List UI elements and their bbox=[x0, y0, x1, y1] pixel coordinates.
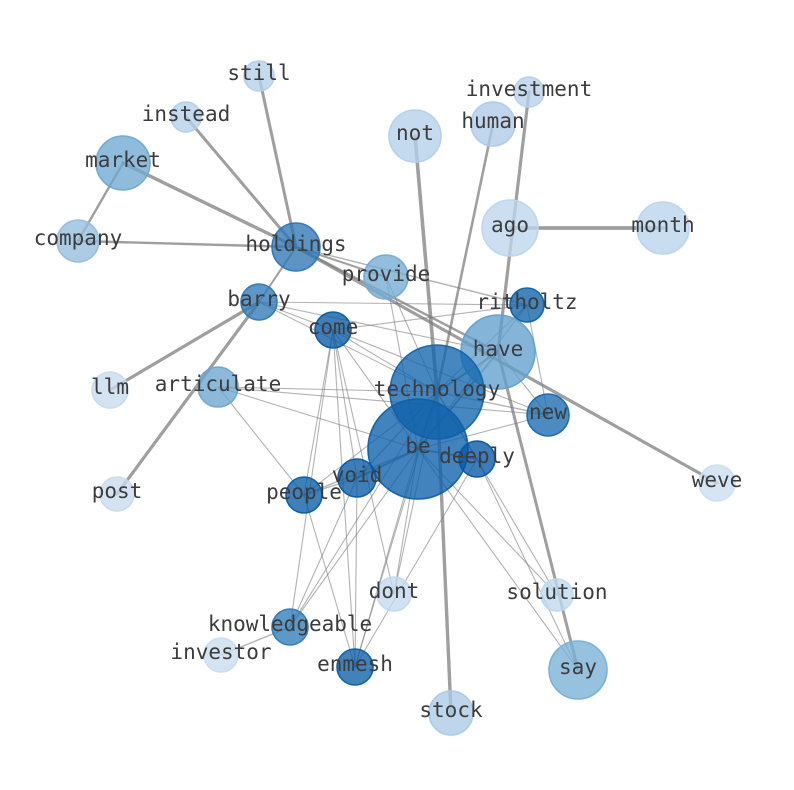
node-market bbox=[95, 135, 151, 191]
edge-barry-have bbox=[258, 301, 499, 353]
node-say bbox=[548, 640, 608, 700]
node-investment bbox=[513, 76, 545, 108]
edge-still-holdings bbox=[257, 74, 298, 249]
node-instead bbox=[170, 101, 202, 133]
node-come bbox=[314, 311, 352, 349]
node-people bbox=[285, 476, 323, 514]
node-post bbox=[99, 476, 135, 512]
node-month bbox=[636, 201, 690, 255]
node-be bbox=[367, 398, 469, 500]
edge-articulate-new bbox=[217, 386, 549, 416]
node-deeply bbox=[458, 440, 496, 478]
edge-instead-holdings bbox=[184, 115, 298, 249]
node-weve bbox=[698, 464, 736, 502]
node-not bbox=[388, 109, 442, 163]
node-knowledgeable bbox=[271, 608, 309, 646]
edge-llm-barry bbox=[108, 300, 261, 392]
edge-articulate-people bbox=[217, 386, 305, 496]
node-enmesh bbox=[336, 648, 374, 686]
node-llm bbox=[91, 371, 129, 409]
node-void bbox=[337, 458, 377, 498]
edge-deeply-enmesh bbox=[354, 458, 478, 668]
edge-void-knowledgeable bbox=[289, 477, 358, 628]
edge-come-void bbox=[332, 329, 358, 479]
edge-come-enmesh bbox=[332, 329, 356, 668]
edge-holdings-ritholtz bbox=[295, 246, 528, 306]
edge-people-enmesh bbox=[303, 494, 356, 668]
node-solution bbox=[540, 578, 574, 612]
edge-company-holdings bbox=[76, 239, 298, 249]
edge-market-holdings bbox=[121, 161, 298, 249]
node-investor bbox=[203, 637, 239, 673]
edge-come-people bbox=[303, 329, 334, 496]
edge-have-say bbox=[496, 350, 580, 672]
node-barry bbox=[240, 283, 278, 321]
node-stock bbox=[428, 690, 474, 736]
edge-barry-ritholtz bbox=[258, 301, 528, 306]
edge-deeply-say bbox=[476, 458, 579, 671]
node-new bbox=[526, 393, 570, 437]
node-human bbox=[470, 101, 516, 147]
node-articulate bbox=[197, 366, 239, 408]
edge-come-ritholtz bbox=[332, 304, 528, 331]
node-holdings bbox=[271, 222, 321, 272]
node-dont bbox=[376, 576, 412, 612]
node-ago bbox=[481, 199, 539, 257]
node-provide bbox=[363, 254, 409, 300]
edge-post-barry bbox=[115, 300, 261, 496]
node-still bbox=[243, 60, 275, 92]
node-ritholtz bbox=[509, 287, 545, 323]
node-company bbox=[56, 219, 100, 263]
nodes-layer bbox=[56, 60, 736, 736]
edge-void-enmesh bbox=[354, 477, 358, 668]
